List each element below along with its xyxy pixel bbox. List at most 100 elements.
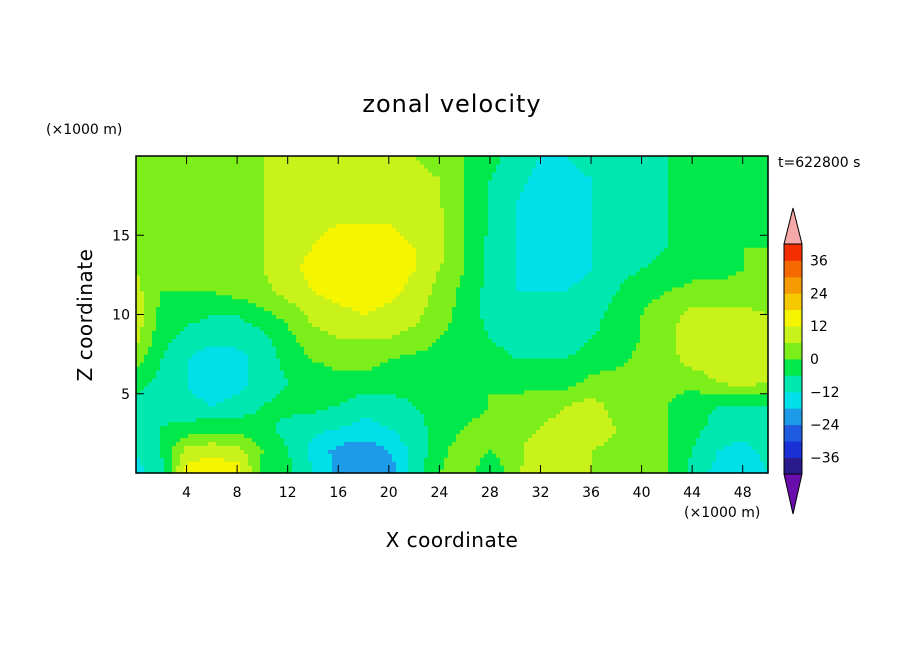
heatmap-cell xyxy=(748,461,753,466)
heatmap-cell xyxy=(216,449,221,454)
heatmap-cell xyxy=(452,433,457,438)
heatmap-cell xyxy=(472,433,477,438)
heatmap-cell xyxy=(200,377,205,383)
heatmap-cell xyxy=(720,397,725,403)
heatmap-cell xyxy=(620,354,625,359)
heatmap-cell xyxy=(536,397,541,403)
heatmap-cell xyxy=(644,465,649,470)
heatmap-cell xyxy=(224,449,229,454)
heatmap-cell xyxy=(212,401,217,407)
heatmap-cell xyxy=(724,389,729,395)
heatmap-cell xyxy=(672,417,677,423)
heatmap-cell xyxy=(372,393,377,399)
heatmap-cell xyxy=(532,362,537,367)
heatmap-cell xyxy=(208,393,213,399)
heatmap-cell xyxy=(436,381,441,387)
heatmap-cell xyxy=(352,362,357,367)
heatmap-cell xyxy=(684,457,689,462)
heatmap-cell xyxy=(188,429,193,434)
heatmap-cell xyxy=(336,445,341,450)
heatmap-cell xyxy=(224,401,229,407)
heatmap-cell xyxy=(436,457,441,462)
heatmap-cell xyxy=(196,429,201,434)
heatmap-cell xyxy=(744,449,749,454)
heatmap-cell xyxy=(696,437,701,442)
heatmap-cell xyxy=(360,397,365,403)
heatmap-cell xyxy=(680,389,685,395)
heatmap-cell xyxy=(440,429,445,434)
heatmap-cell xyxy=(676,350,681,355)
heatmap-cell xyxy=(236,425,241,431)
heatmap-cell xyxy=(512,381,517,387)
heatmap-cell xyxy=(264,465,269,470)
heatmap-cell xyxy=(176,433,181,438)
heatmap-cell xyxy=(320,401,325,407)
heatmap-cell xyxy=(436,377,441,383)
heatmap-cell xyxy=(636,397,641,403)
heatmap-cell xyxy=(460,381,465,387)
heatmap-cell xyxy=(292,362,297,367)
heatmap-cell xyxy=(720,449,725,454)
heatmap-cell xyxy=(204,362,209,367)
heatmap-cell xyxy=(448,381,453,387)
heatmap-cell xyxy=(632,385,637,391)
heatmap-cell xyxy=(576,358,581,363)
heatmap-cell xyxy=(184,401,189,407)
heatmap-cell xyxy=(300,457,305,462)
heatmap-cell xyxy=(440,449,445,454)
heatmap-cell xyxy=(556,469,561,474)
heatmap-cell xyxy=(644,425,649,431)
heatmap-cell xyxy=(180,350,185,355)
heatmap-cell xyxy=(752,449,757,454)
heatmap-cell xyxy=(588,358,593,363)
heatmap-cell xyxy=(172,385,177,391)
heatmap-cell xyxy=(696,397,701,403)
heatmap-cell xyxy=(684,401,689,407)
heatmap-cell xyxy=(420,437,425,442)
heatmap-cell xyxy=(696,453,701,458)
heatmap-cell xyxy=(752,401,757,407)
heatmap-cell xyxy=(416,453,421,458)
heatmap-cell xyxy=(216,350,221,355)
heatmap-cell xyxy=(300,346,305,351)
heatmap-cell xyxy=(388,369,393,375)
heatmap-cell xyxy=(352,405,357,411)
heatmap-cell xyxy=(188,457,193,462)
heatmap-cell xyxy=(492,469,497,474)
heatmap-cell xyxy=(464,437,469,442)
heatmap-cell xyxy=(344,461,349,466)
heatmap-cell xyxy=(364,377,369,383)
heatmap-cell xyxy=(368,346,373,351)
heatmap-cell xyxy=(232,469,237,474)
heatmap-cell xyxy=(328,377,333,383)
heatmap-cell xyxy=(352,453,357,458)
heatmap-cell xyxy=(320,441,325,446)
heatmap-cell xyxy=(596,421,601,427)
heatmap-cell xyxy=(208,453,213,458)
heatmap-cell xyxy=(640,465,645,470)
heatmap-cell xyxy=(512,350,517,355)
heatmap-cell xyxy=(704,377,709,383)
heatmap-cell xyxy=(452,469,457,474)
heatmap-cell xyxy=(188,385,193,391)
heatmap-cell xyxy=(360,346,365,351)
heatmap-cell xyxy=(600,417,605,423)
heatmap-cell xyxy=(484,393,489,399)
heatmap-cell xyxy=(152,413,157,419)
heatmap-cell xyxy=(416,465,421,470)
heatmap-cell xyxy=(208,425,213,431)
heatmap-cell xyxy=(432,389,437,395)
heatmap-cell xyxy=(184,393,189,399)
heatmap-cell xyxy=(392,449,397,454)
heatmap-cell xyxy=(612,469,617,474)
heatmap-cell xyxy=(196,393,201,399)
heatmap-cell xyxy=(276,469,281,474)
heatmap-cell xyxy=(644,369,649,375)
heatmap-cell xyxy=(408,417,413,423)
heatmap-cell xyxy=(512,401,517,407)
heatmap-cell xyxy=(472,373,477,379)
heatmap-cell xyxy=(288,437,293,442)
heatmap-cell xyxy=(200,453,205,458)
heatmap-cell xyxy=(616,433,621,438)
heatmap-cell xyxy=(728,385,733,391)
